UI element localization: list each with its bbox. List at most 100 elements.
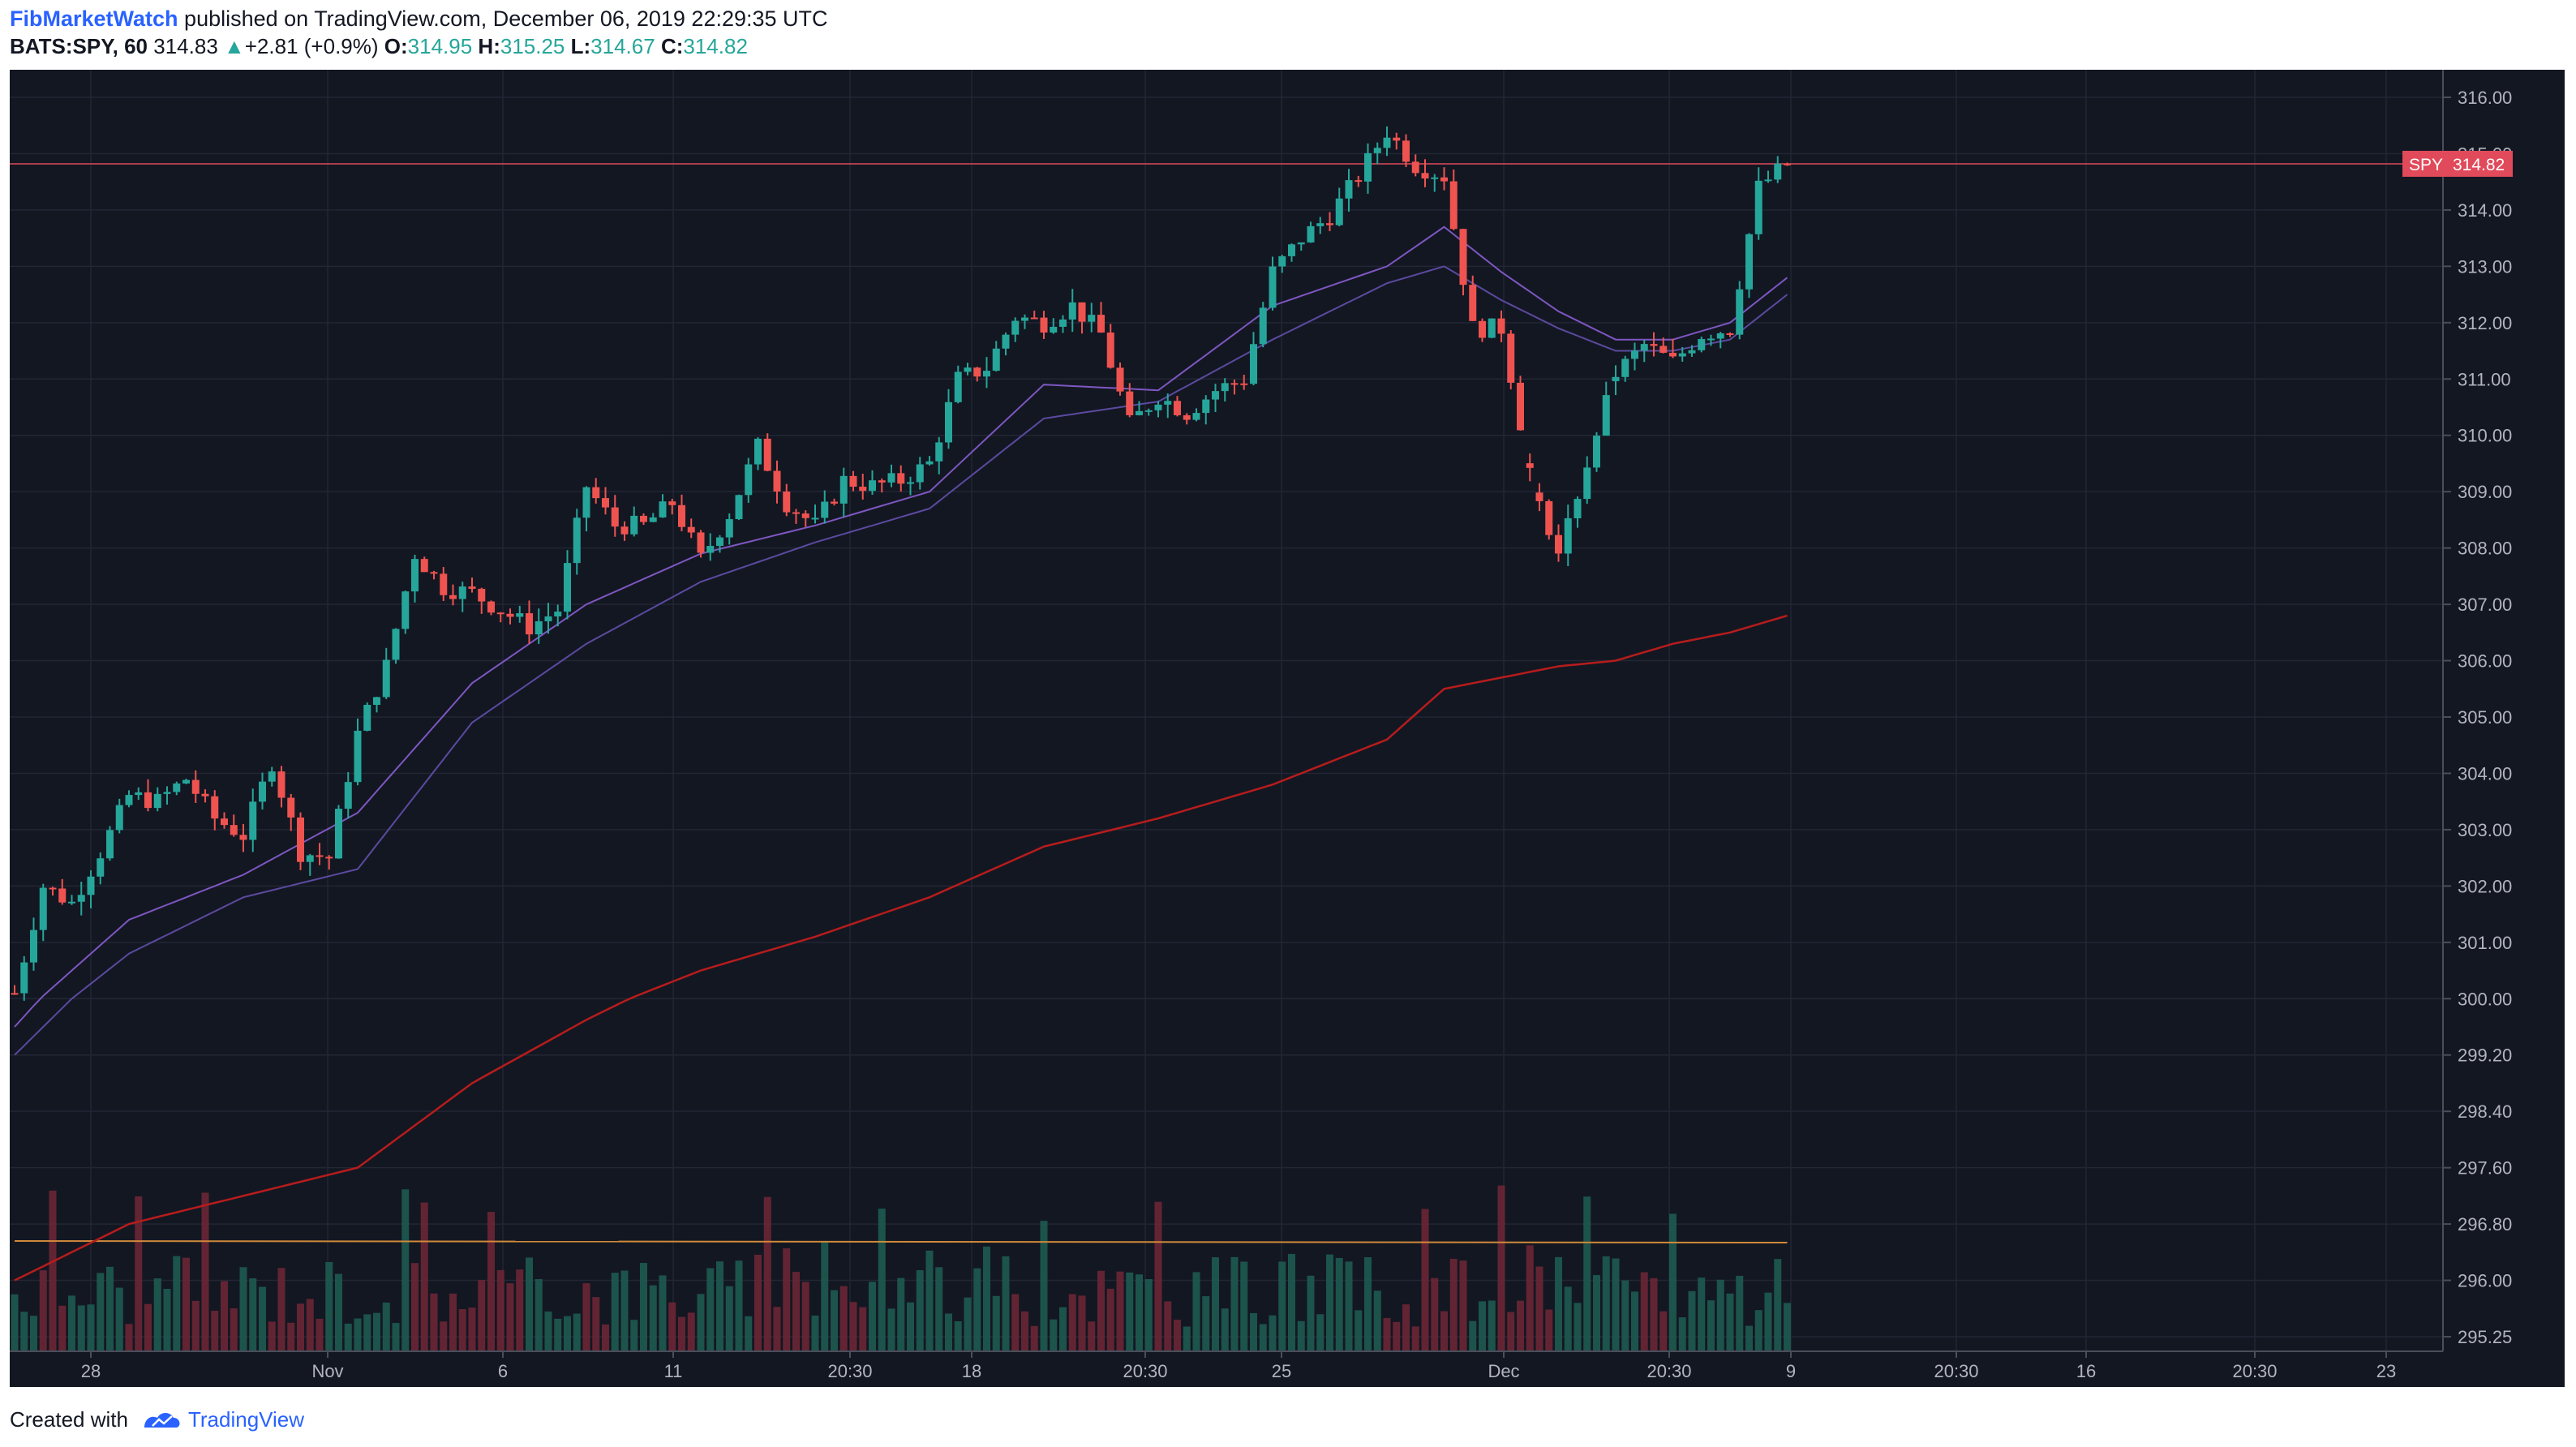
price-tick-label: 312.00 bbox=[2458, 313, 2512, 333]
up-triangle-icon: ▲ bbox=[224, 34, 245, 58]
volume-bar bbox=[1688, 1290, 1696, 1351]
candle-body bbox=[611, 507, 619, 527]
volume-bar bbox=[1421, 1209, 1429, 1351]
candle-body bbox=[1183, 414, 1191, 420]
volume-bar bbox=[1526, 1245, 1534, 1351]
candle-body bbox=[1784, 163, 1791, 165]
candle-body bbox=[1488, 318, 1496, 338]
volume-bar bbox=[211, 1311, 219, 1351]
moving-averages bbox=[10, 163, 2443, 1282]
candle-body bbox=[1355, 180, 1363, 182]
volume-bar bbox=[77, 1305, 85, 1351]
candle-body bbox=[1106, 333, 1114, 368]
volume-bar bbox=[440, 1321, 448, 1351]
candle-body bbox=[887, 473, 895, 483]
volume-bar bbox=[1011, 1294, 1020, 1351]
price-tick-label: 296.80 bbox=[2458, 1214, 2512, 1234]
volume-bar bbox=[620, 1270, 629, 1351]
volume-bar bbox=[39, 1270, 47, 1351]
candle-body bbox=[401, 591, 410, 629]
candle-body bbox=[725, 519, 733, 538]
candle-body bbox=[468, 586, 476, 589]
volume-bar bbox=[1345, 1261, 1353, 1351]
tradingview-brand[interactable]: TradingView bbox=[135, 1407, 304, 1432]
chart-header: FibMarketWatch published on TradingView.… bbox=[0, 0, 2576, 68]
candle-body bbox=[1564, 517, 1572, 554]
volume-bar bbox=[630, 1320, 638, 1351]
volume-bar bbox=[954, 1320, 962, 1351]
volume-bar bbox=[487, 1212, 495, 1351]
volume-bar bbox=[430, 1293, 438, 1351]
volume-bar bbox=[1250, 1312, 1257, 1351]
candle-body bbox=[325, 857, 333, 859]
candle-body bbox=[1526, 463, 1534, 468]
volume-bar bbox=[1659, 1311, 1668, 1351]
volume-bar bbox=[449, 1293, 457, 1351]
volume-bar bbox=[811, 1315, 819, 1351]
candle-body bbox=[1593, 436, 1600, 468]
volume-bar bbox=[697, 1294, 705, 1351]
candle-body bbox=[144, 792, 152, 809]
volume-bar bbox=[392, 1323, 400, 1351]
volume-bar bbox=[535, 1278, 543, 1351]
volume-bar bbox=[821, 1242, 829, 1351]
volume-bar bbox=[1297, 1320, 1305, 1351]
volume-bar bbox=[1726, 1293, 1734, 1351]
candle-body bbox=[1021, 317, 1028, 321]
volume-bar bbox=[1269, 1315, 1277, 1351]
candle-body bbox=[582, 487, 590, 518]
candle-body bbox=[1288, 244, 1295, 256]
volume-bar bbox=[1745, 1325, 1753, 1351]
volume-bar bbox=[1068, 1294, 1076, 1351]
candle-body bbox=[478, 588, 486, 602]
price-tick-label: 307.00 bbox=[2458, 595, 2512, 615]
candle-body bbox=[1640, 344, 1648, 351]
candle-body bbox=[420, 559, 428, 573]
candle-body bbox=[1154, 404, 1162, 410]
author-link[interactable]: FibMarketWatch bbox=[10, 6, 178, 31]
candle-body bbox=[573, 517, 581, 564]
ohlc-legend: BATS:SPY, 60 314.83 ▲+2.81 (+0.9%) O:314… bbox=[10, 34, 748, 59]
time-tick-label: Nov bbox=[311, 1361, 343, 1381]
candle-body bbox=[1583, 467, 1591, 500]
volume-bar bbox=[325, 1261, 333, 1351]
candle-body bbox=[801, 513, 809, 518]
volume-bar bbox=[1545, 1309, 1553, 1351]
candle-body bbox=[1002, 334, 1010, 349]
candle-body bbox=[973, 367, 981, 377]
price-tick-label: 301.00 bbox=[2458, 933, 2512, 953]
volume-bar bbox=[363, 1314, 371, 1351]
candle-body bbox=[1754, 180, 1762, 234]
candle-body bbox=[1383, 137, 1391, 148]
candle-body bbox=[592, 487, 600, 499]
volume-bar bbox=[1364, 1256, 1372, 1351]
volume-bar bbox=[191, 1300, 200, 1351]
candle-body bbox=[1449, 181, 1458, 230]
candle-body bbox=[668, 501, 676, 505]
volume-bar bbox=[1097, 1270, 1105, 1351]
candle-body bbox=[1402, 140, 1410, 162]
volume-bar bbox=[1535, 1266, 1543, 1351]
brand-label: TradingView bbox=[187, 1406, 305, 1432]
candle-body bbox=[1202, 399, 1210, 414]
volume-bar bbox=[1183, 1326, 1191, 1351]
candle-body bbox=[125, 795, 133, 805]
volume-bar bbox=[1174, 1320, 1181, 1351]
chart-frame[interactable]: 316.00315.00314.00313.00312.00311.00310.… bbox=[10, 70, 2565, 1387]
published-text: published on TradingView.com, December 0… bbox=[184, 6, 828, 31]
candle-body bbox=[1517, 382, 1524, 431]
price-chart[interactable]: 316.00315.00314.00313.00312.00311.00310.… bbox=[10, 70, 2565, 1387]
candle-body bbox=[1030, 317, 1038, 320]
candle-body bbox=[1335, 198, 1343, 225]
candle-body bbox=[1507, 333, 1515, 383]
candle-body bbox=[821, 501, 829, 518]
volume-bar bbox=[659, 1275, 667, 1351]
volume-bar bbox=[1774, 1259, 1782, 1351]
candle-body bbox=[706, 546, 715, 553]
candle-body bbox=[153, 793, 161, 809]
candle-body bbox=[1736, 289, 1744, 335]
time-tick-label: 20:30 bbox=[827, 1361, 872, 1381]
time-tick-label: 20:30 bbox=[1934, 1361, 1978, 1381]
candle-body bbox=[344, 782, 352, 809]
candle-body bbox=[907, 482, 914, 484]
